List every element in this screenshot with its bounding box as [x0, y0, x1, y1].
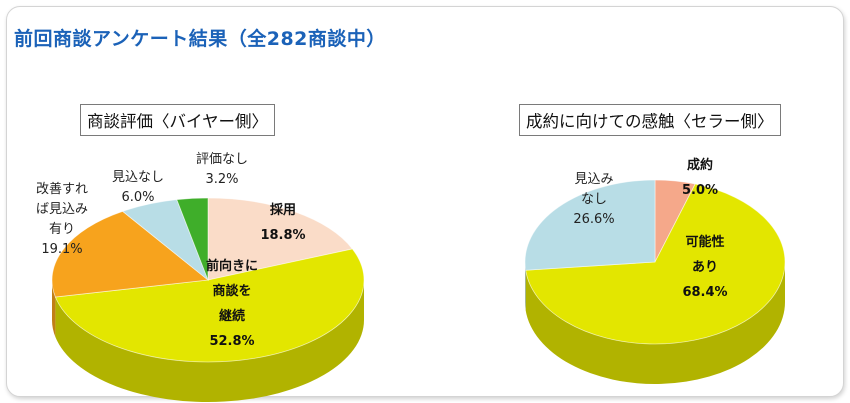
pie-chart-0: 採用 18.8%前向きに商談を継続 52.8% 改善すれば見込み有り 19.1% 見込なし…	[36, 152, 365, 402]
page-title: 前回商談アンケート結果（全282商談中）	[14, 28, 386, 50]
slice-label-0-3: 見込なし 6.0%	[112, 170, 164, 205]
pie-side-1-2	[525, 262, 526, 311]
pie-side-1-1	[525, 262, 785, 385]
slice-label-1-0: 成約 5.0%	[682, 157, 718, 198]
slice-label-0-2: 改善すれば見込み有り 19.1%	[36, 181, 88, 257]
chart-title-buyer: 商談評価〈バイヤー側〉	[80, 104, 276, 136]
pie-chart-1: 成約 5.0% 可能性あり 68.4% 見込みなし 26.6%	[524, 157, 786, 385]
slice-label-0-0: 採用 18.8%	[260, 202, 305, 243]
pie-side-0-1	[55, 280, 365, 402]
slice-label-0-1: 前向きに商談を継続 52.8%	[206, 258, 258, 349]
pie-slice-0-4	[176, 197, 209, 281]
pie-slice-1-2	[524, 179, 656, 271]
slice-label-1-1: 可能性あり 68.4%	[682, 234, 727, 300]
slice-label-1-2: 見込みなし 26.6%	[573, 172, 614, 227]
chart-title-seller: 成約に向けての感触〈セラー側〉	[519, 104, 781, 136]
slice-label-0-4: 評価なし 3.2%	[196, 152, 248, 187]
pie-slice-0-1	[54, 248, 365, 363]
pie-slice-0-2	[51, 210, 209, 298]
pie-side-0-2	[52, 280, 56, 338]
pie-slice-0-0	[207, 197, 354, 281]
pie-slice-1-1	[525, 183, 786, 345]
